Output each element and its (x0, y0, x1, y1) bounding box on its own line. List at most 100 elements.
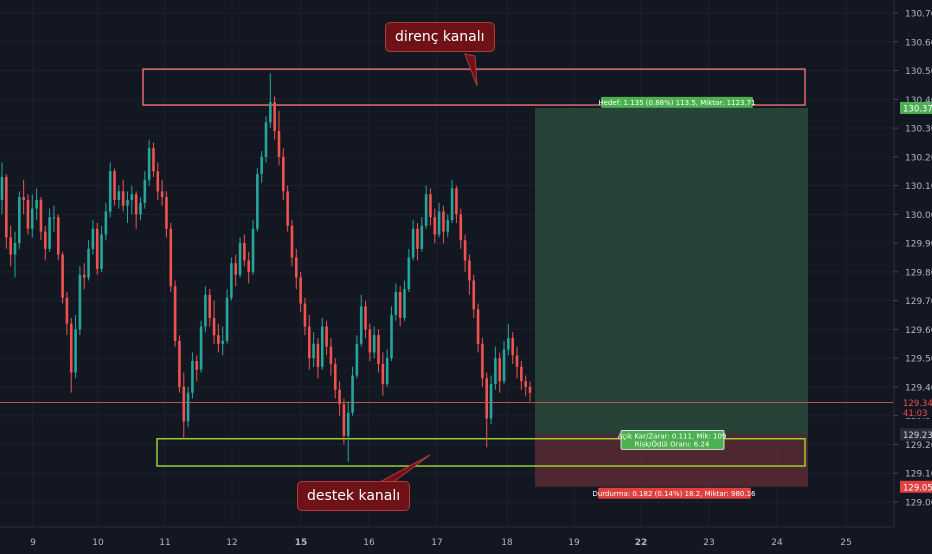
candle-body (485, 378, 489, 419)
candle-body (65, 297, 69, 324)
support-zone (156, 437, 806, 467)
candle-body (381, 363, 385, 385)
candle-body (104, 211, 108, 235)
candle-body (303, 303, 307, 327)
price-tick-label: 129.400 (905, 383, 932, 393)
candle-body (364, 306, 367, 330)
candle-body (459, 214, 463, 241)
candle-body (429, 194, 432, 218)
candle-body (442, 211, 445, 232)
candle-body (372, 335, 376, 353)
entry-price-tag: 129.235 (903, 431, 932, 441)
candle-body (204, 294, 207, 327)
candle-body (481, 343, 484, 379)
candle-body (61, 254, 64, 298)
candle-body (524, 381, 527, 387)
candle-body (498, 358, 502, 382)
time-tick-label: 22 (635, 538, 648, 548)
candle-body (13, 243, 17, 255)
candle-body (178, 340, 181, 387)
candle-body (48, 217, 51, 249)
candle-body (130, 194, 134, 200)
candle-body (156, 171, 160, 192)
resistance-callout: direnç kanalı (385, 22, 495, 52)
candle-body (290, 225, 294, 258)
current-price-tag: 129.346 (903, 399, 932, 409)
price-tags: 130.370 129.34641:03 129.235 129.053 (900, 101, 932, 493)
candle-body (234, 263, 238, 275)
callout-arrows (378, 53, 478, 484)
candle-body (416, 228, 419, 249)
candle-body (450, 188, 454, 221)
candle-body (208, 294, 212, 318)
candle-body (160, 191, 164, 198)
candle-body (139, 202, 142, 215)
candle-body (385, 358, 389, 385)
candle-body (511, 338, 514, 356)
candle-body (312, 343, 315, 359)
candle-body (91, 228, 95, 249)
price-tick-label: 129.000 (905, 499, 932, 509)
candle-body (9, 237, 12, 255)
candle-body (95, 228, 99, 270)
time-tick-label: 23 (703, 538, 714, 548)
time-tick-label: 19 (568, 538, 580, 548)
candle-body (277, 130, 281, 157)
candle-body (238, 243, 242, 275)
time-axis[interactable]: 9 10 11 12 15 16 17 18 19 22 23 24 25 (0, 526, 893, 548)
candle-body (69, 323, 73, 373)
pnl-label-line1: Açık Kar/Zarar: 0.111, Mik: 109 (618, 432, 727, 440)
candle-body (502, 349, 506, 382)
candle-body (247, 260, 250, 272)
candle-body (286, 191, 289, 226)
price-tick-label: 130.700 (905, 10, 932, 20)
candle-body (489, 384, 493, 419)
candle-body (359, 306, 363, 344)
price-tick-label: 129.500 (905, 355, 932, 365)
time-tick-label: 15 (295, 538, 308, 548)
candle-body (225, 297, 229, 341)
time-tick-label: 16 (363, 538, 375, 548)
candle-body (446, 220, 450, 232)
candle-body (264, 122, 268, 157)
price-tick-label: 130.500 (905, 67, 932, 77)
candle-body (494, 358, 497, 385)
candle-body (186, 392, 190, 422)
price-tick-label: 129.100 (905, 470, 932, 480)
candle-body (269, 102, 272, 123)
candle-body (282, 156, 285, 192)
candle-body (22, 197, 25, 200)
price-tick-label: 130.100 (905, 182, 932, 192)
current-price-tag-bg (900, 396, 932, 409)
candle-body (520, 366, 523, 382)
candle-body (420, 225, 424, 249)
candle-body (394, 292, 398, 316)
target-price-tag-bg (900, 101, 932, 114)
candle-body (398, 292, 402, 318)
price-tick-label: 129.900 (905, 240, 932, 250)
candle-body (307, 326, 311, 359)
candle-body (273, 102, 276, 131)
candle-body (329, 346, 333, 364)
candle-body (43, 231, 47, 249)
candle-body (182, 386, 186, 422)
candle-body (515, 355, 519, 367)
candle-body (377, 335, 380, 364)
price-tick-label: 130.300 (905, 125, 932, 135)
candle-body (260, 156, 263, 175)
price-tick-label: 130.000 (905, 211, 932, 221)
candle-body (74, 329, 77, 373)
candle-body (251, 228, 255, 272)
candle-body (100, 234, 103, 270)
candle-body (113, 171, 116, 200)
candle-body (18, 197, 21, 244)
candles (0, 73, 532, 462)
stop-price-tag-bg (900, 480, 932, 493)
candle-body (346, 412, 350, 436)
candle-body (217, 335, 220, 344)
candle-body (30, 208, 34, 229)
candle-body (152, 148, 155, 172)
candle-body (87, 248, 90, 278)
